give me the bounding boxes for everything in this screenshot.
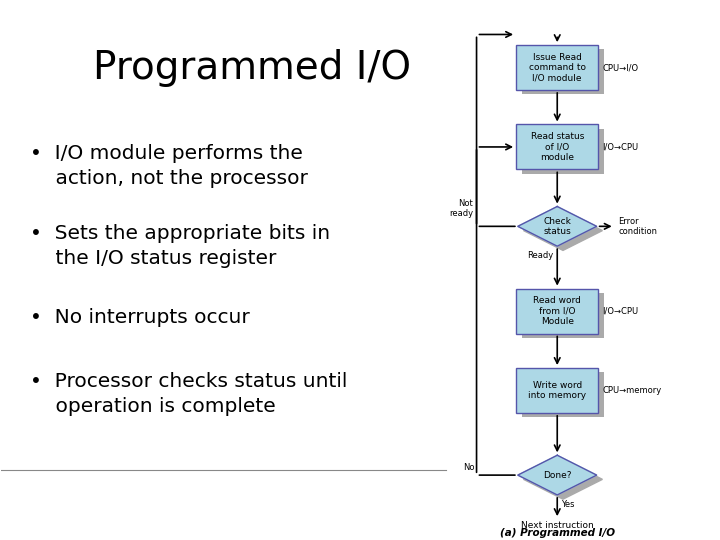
- Text: I/O→CPU: I/O→CPU: [602, 307, 638, 315]
- Text: (a) Programmed I/O: (a) Programmed I/O: [500, 528, 615, 538]
- Text: Read word
from I/O
Module: Read word from I/O Module: [534, 296, 581, 326]
- Text: CPU→I/O: CPU→I/O: [602, 63, 638, 72]
- Text: Issue Read
command to
I/O module: Issue Read command to I/O module: [528, 53, 586, 83]
- Text: •  I/O module performs the
    action, not the processor: • I/O module performs the action, not th…: [30, 144, 308, 188]
- Text: Done?: Done?: [543, 471, 572, 480]
- Polygon shape: [523, 211, 603, 251]
- Text: Read status
of I/O
module: Read status of I/O module: [531, 132, 584, 162]
- FancyBboxPatch shape: [516, 368, 598, 413]
- Polygon shape: [523, 460, 603, 499]
- Text: •  No interrupts occur: • No interrupts occur: [30, 308, 250, 327]
- Text: Write word
into memory: Write word into memory: [528, 381, 586, 400]
- Text: Check
status: Check status: [544, 217, 571, 236]
- Text: •  Processor checks status until
    operation is complete: • Processor checks status until operatio…: [30, 372, 348, 416]
- Text: CPU→memory: CPU→memory: [602, 386, 661, 395]
- Text: Not
ready: Not ready: [449, 199, 473, 218]
- FancyBboxPatch shape: [522, 293, 604, 338]
- FancyBboxPatch shape: [522, 49, 604, 94]
- Text: Error
condition: Error condition: [618, 217, 657, 236]
- Text: Ready: Ready: [527, 252, 554, 260]
- Text: I/O→CPU: I/O→CPU: [602, 143, 638, 151]
- FancyBboxPatch shape: [522, 372, 604, 417]
- Polygon shape: [518, 455, 597, 495]
- FancyBboxPatch shape: [516, 288, 598, 334]
- FancyBboxPatch shape: [516, 45, 598, 90]
- Text: •  Sets the appropriate bits in
    the I/O status register: • Sets the appropriate bits in the I/O s…: [30, 224, 330, 268]
- Text: Programmed I/O: Programmed I/O: [94, 49, 411, 87]
- FancyBboxPatch shape: [516, 124, 598, 170]
- Text: Next instruction: Next instruction: [521, 521, 593, 530]
- Text: Yes: Yes: [561, 500, 575, 509]
- Text: No: No: [463, 463, 474, 472]
- Polygon shape: [518, 206, 597, 246]
- FancyBboxPatch shape: [522, 129, 604, 174]
